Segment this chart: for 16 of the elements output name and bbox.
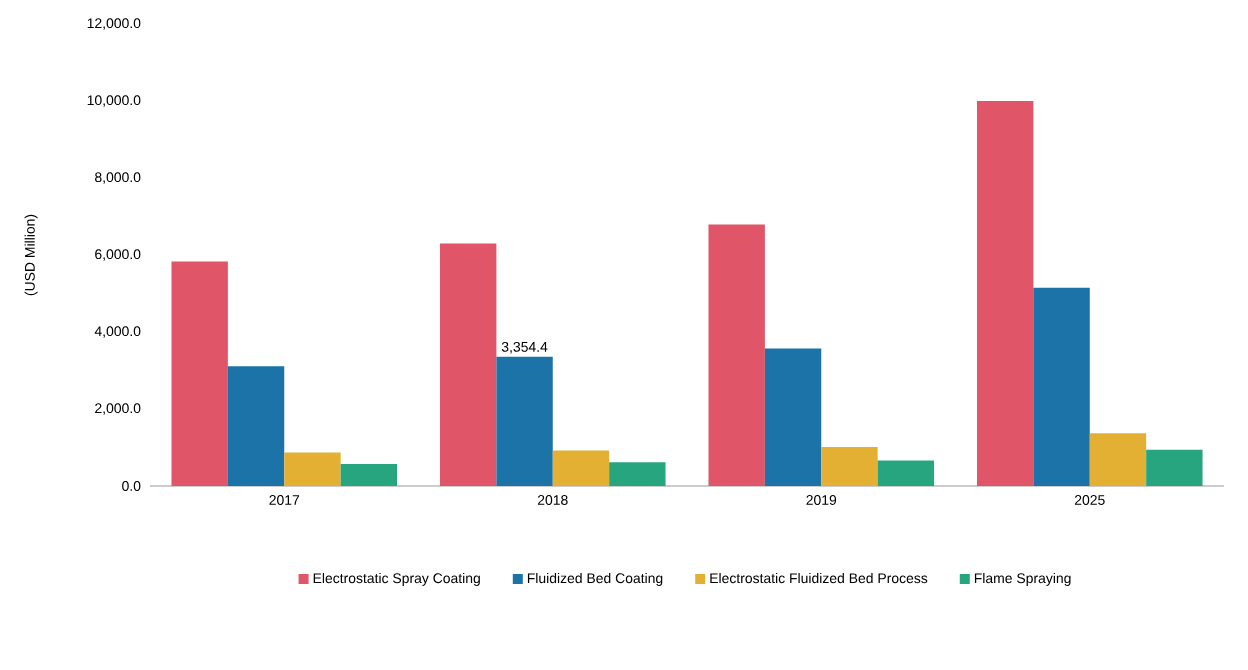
- bar: [1089, 433, 1147, 486]
- bar: [496, 356, 553, 486]
- bar: [1033, 287, 1090, 486]
- bar: [708, 224, 765, 486]
- bar: [340, 464, 398, 486]
- bar: [764, 348, 822, 486]
- bar: [439, 243, 497, 486]
- bar: [227, 366, 285, 486]
- bar: [171, 261, 228, 486]
- bar: [552, 450, 610, 486]
- bar: [977, 101, 1034, 486]
- bar: [609, 462, 666, 486]
- bar: [877, 460, 935, 486]
- bar: [284, 452, 341, 486]
- bar: [821, 447, 878, 486]
- bar: [1146, 449, 1203, 486]
